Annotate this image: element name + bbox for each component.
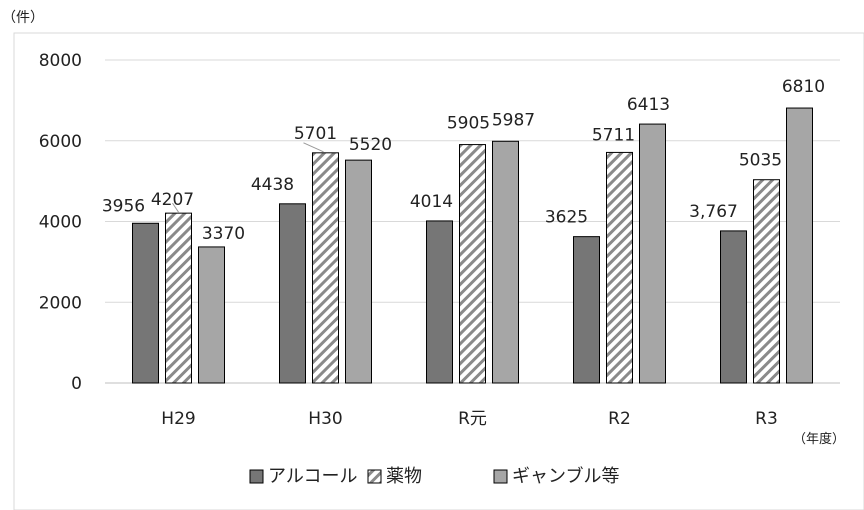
y-unit-label: （件） — [2, 10, 44, 26]
data-label: 5711 — [592, 125, 635, 145]
legend-label: アルコール — [268, 466, 357, 487]
legend-swatch — [367, 469, 382, 484]
bar-R元-アルコール — [426, 220, 453, 384]
data-label: 5905 — [447, 114, 490, 134]
data-label: 3956 — [102, 196, 145, 216]
bar-H30-アルコール — [279, 203, 306, 384]
bar-H30-薬物 — [312, 152, 339, 384]
data-label: 5035 — [739, 151, 782, 171]
data-label: 4207 — [151, 190, 194, 210]
x-tick-label: H30 — [308, 409, 342, 429]
bar-R3-ギャンブル等 — [786, 107, 813, 384]
bar-R2-薬物 — [606, 151, 633, 384]
x-unit-label: （年度） — [793, 431, 845, 447]
label-leader-line — [303, 142, 324, 153]
bar-H29-アルコール — [132, 222, 159, 384]
y-tick-label: 4000 — [39, 213, 82, 233]
bar-R2-ギャンブル等 — [639, 123, 666, 384]
x-tick-label: R2 — [608, 409, 631, 429]
data-label: 4438 — [251, 175, 294, 195]
bar-H29-薬物 — [165, 212, 192, 384]
bar-R3-薬物 — [753, 179, 780, 384]
bar-R2-アルコール — [573, 236, 600, 384]
x-tick-label: H29 — [161, 409, 195, 429]
data-label: 4014 — [410, 192, 453, 212]
data-label: 3370 — [202, 224, 245, 244]
y-tick-label: 2000 — [39, 293, 82, 313]
data-label: 5701 — [294, 124, 337, 144]
data-label: 6810 — [782, 77, 825, 97]
bar-H30-ギャンブル等 — [345, 159, 372, 384]
data-label: 5520 — [349, 135, 392, 155]
legend-swatch — [493, 469, 508, 484]
label-leader-line — [172, 202, 179, 213]
legend-label: 薬物 — [386, 466, 422, 487]
data-label: 3625 — [545, 208, 588, 228]
x-tick-label: R元 — [458, 409, 487, 429]
y-tick-label: 0 — [71, 374, 82, 394]
bar-H29-ギャンブル等 — [198, 246, 225, 384]
y-tick-label: 6000 — [39, 132, 82, 152]
legend-label: ギャンブル等 — [512, 465, 619, 487]
y-tick-label: 8000 — [39, 51, 82, 71]
data-label: 5987 — [492, 110, 535, 130]
legend-swatch — [249, 469, 264, 484]
bar-R3-アルコール — [720, 230, 747, 384]
bar-R元-ギャンブル等 — [492, 140, 519, 384]
x-tick-label: R3 — [755, 409, 778, 429]
data-label: 3,767 — [689, 202, 738, 222]
data-label: 6413 — [627, 95, 670, 115]
bar-R元-薬物 — [459, 144, 486, 384]
